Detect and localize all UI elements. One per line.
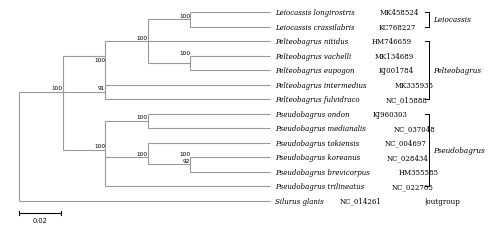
Text: 100: 100 xyxy=(179,51,190,56)
Text: NC_022705: NC_022705 xyxy=(392,182,434,190)
Text: Leiocassis: Leiocassis xyxy=(434,16,471,24)
Text: Pelteobagrus vachelli: Pelteobagrus vachelli xyxy=(274,52,353,60)
Text: 100: 100 xyxy=(94,144,105,149)
Text: 100: 100 xyxy=(136,152,147,157)
Text: Leiocassis crassilabris: Leiocassis crassilabris xyxy=(274,23,356,31)
Text: Pseudobagrus koreanus: Pseudobagrus koreanus xyxy=(274,153,362,161)
Text: Pelteobagrus nitidus: Pelteobagrus nitidus xyxy=(274,38,350,46)
Text: 92: 92 xyxy=(182,158,190,163)
Text: NC_028434: NC_028434 xyxy=(386,153,428,161)
Text: NC_015888: NC_015888 xyxy=(386,96,428,104)
Text: Pseudobagrus ondon: Pseudobagrus ondon xyxy=(274,110,351,118)
Text: Pseudobagrus tokiensis: Pseudobagrus tokiensis xyxy=(274,139,361,147)
Text: 100: 100 xyxy=(136,35,147,40)
Text: Silurus glanis: Silurus glanis xyxy=(274,197,326,205)
Text: 100: 100 xyxy=(179,14,190,18)
Text: Pelteobagrus fulvidraco: Pelteobagrus fulvidraco xyxy=(274,96,362,104)
Text: NC_037048: NC_037048 xyxy=(394,125,435,133)
Text: 100: 100 xyxy=(52,86,62,91)
Text: KJ001784: KJ001784 xyxy=(379,67,414,75)
Text: 100: 100 xyxy=(94,58,105,63)
Text: NC_014261: NC_014261 xyxy=(340,197,382,205)
Text: Pseudobagrus medianalis: Pseudobagrus medianalis xyxy=(274,125,368,133)
Text: 100: 100 xyxy=(136,115,147,120)
Text: Pelteobagrus: Pelteobagrus xyxy=(434,67,482,75)
Text: Pelteobagrus intermedius: Pelteobagrus intermedius xyxy=(274,81,368,89)
Text: MK335935: MK335935 xyxy=(394,81,434,89)
Text: |outgroup: |outgroup xyxy=(424,197,460,205)
Text: Pseudobagrus trilineatus: Pseudobagrus trilineatus xyxy=(274,182,366,190)
Text: Leiocassis longirostris: Leiocassis longirostris xyxy=(274,9,356,17)
Text: MK134689: MK134689 xyxy=(375,52,414,60)
Text: 91: 91 xyxy=(98,86,105,91)
Text: Pseudobagrus: Pseudobagrus xyxy=(434,146,485,154)
Text: KC768227: KC768227 xyxy=(379,23,416,31)
Text: 100: 100 xyxy=(179,152,190,157)
Text: HM355585: HM355585 xyxy=(398,168,438,176)
Text: KJ960303: KJ960303 xyxy=(372,110,408,118)
Text: MK458524: MK458524 xyxy=(380,9,418,17)
Text: NC_004697: NC_004697 xyxy=(385,139,427,147)
Text: 0.02: 0.02 xyxy=(32,217,48,223)
Text: Pseudobagrus brevicorpus: Pseudobagrus brevicorpus xyxy=(274,168,372,176)
Text: Pelteobagrus eupogon: Pelteobagrus eupogon xyxy=(274,67,356,75)
Text: HM746659: HM746659 xyxy=(371,38,412,46)
